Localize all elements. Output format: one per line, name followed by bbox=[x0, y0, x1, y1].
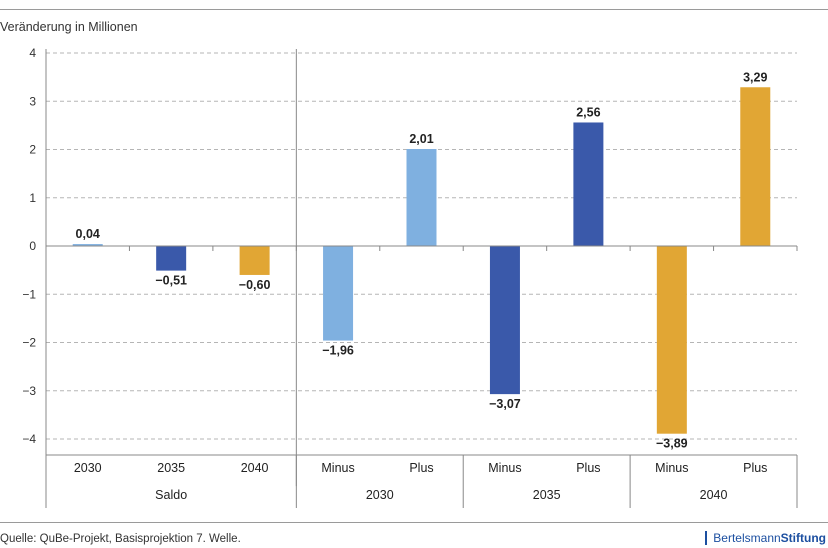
bar bbox=[740, 87, 771, 246]
data-label: −3,89 bbox=[656, 437, 688, 451]
y-tick-label: −2 bbox=[22, 336, 36, 350]
bottom-rule bbox=[0, 522, 828, 523]
brand-logo: BertelsmannStiftung bbox=[705, 531, 826, 545]
brand-name-bold: Stiftung bbox=[780, 531, 826, 545]
y-tick-label: 1 bbox=[29, 191, 36, 205]
y-tick-label: 4 bbox=[29, 46, 36, 60]
data-label: 3,29 bbox=[743, 70, 767, 84]
bar bbox=[72, 244, 103, 246]
x-group-label: 2040 bbox=[700, 488, 728, 502]
top-rule bbox=[0, 9, 828, 10]
x-category-label: Minus bbox=[321, 461, 354, 475]
y-tick-label: −3 bbox=[22, 384, 36, 398]
bar bbox=[573, 122, 604, 246]
x-group-label: 2035 bbox=[533, 488, 561, 502]
x-category-label: 2040 bbox=[241, 461, 269, 475]
x-category-label: Plus bbox=[743, 461, 767, 475]
y-tick-label: 2 bbox=[29, 143, 36, 157]
y-tick-label: −1 bbox=[22, 287, 36, 301]
x-category-label: Plus bbox=[409, 461, 433, 475]
y-tick-label: 3 bbox=[29, 94, 36, 108]
x-category-label: 2030 bbox=[74, 461, 102, 475]
x-category-label: Plus bbox=[576, 461, 600, 475]
bar bbox=[156, 246, 187, 271]
data-label: −1,96 bbox=[322, 344, 354, 358]
brand-name-light: Bertelsmann bbox=[713, 531, 781, 545]
bar-chart: 4 3 2 1 0 −1 −2 −3 −4 0,04 2030 −0,51 2035 −0,60 2040 −… bbox=[22, 46, 798, 508]
y-axis-title: Veränderung in Millionen bbox=[0, 20, 138, 34]
data-label: 0,04 bbox=[76, 227, 100, 241]
data-label: 2,56 bbox=[576, 105, 600, 119]
bar bbox=[239, 246, 270, 275]
bar bbox=[656, 246, 687, 434]
data-label: −3,07 bbox=[489, 397, 521, 411]
bar bbox=[323, 246, 354, 341]
bar bbox=[406, 149, 437, 246]
y-tick-label: −4 bbox=[22, 432, 36, 446]
y-tick-label: 0 bbox=[29, 239, 36, 253]
data-label: −0,60 bbox=[239, 278, 271, 292]
x-group-label: Saldo bbox=[155, 488, 187, 502]
x-category-label: Minus bbox=[655, 461, 688, 475]
source-note: Quelle: QuBe-Projekt, Basisprojektion 7.… bbox=[0, 533, 241, 545]
x-category-label: Minus bbox=[488, 461, 521, 475]
x-category-label: 2035 bbox=[157, 461, 185, 475]
data-label: 2,01 bbox=[409, 132, 433, 146]
bar bbox=[489, 246, 520, 395]
data-label: −0,51 bbox=[155, 274, 187, 288]
x-group-label: 2030 bbox=[366, 488, 394, 502]
